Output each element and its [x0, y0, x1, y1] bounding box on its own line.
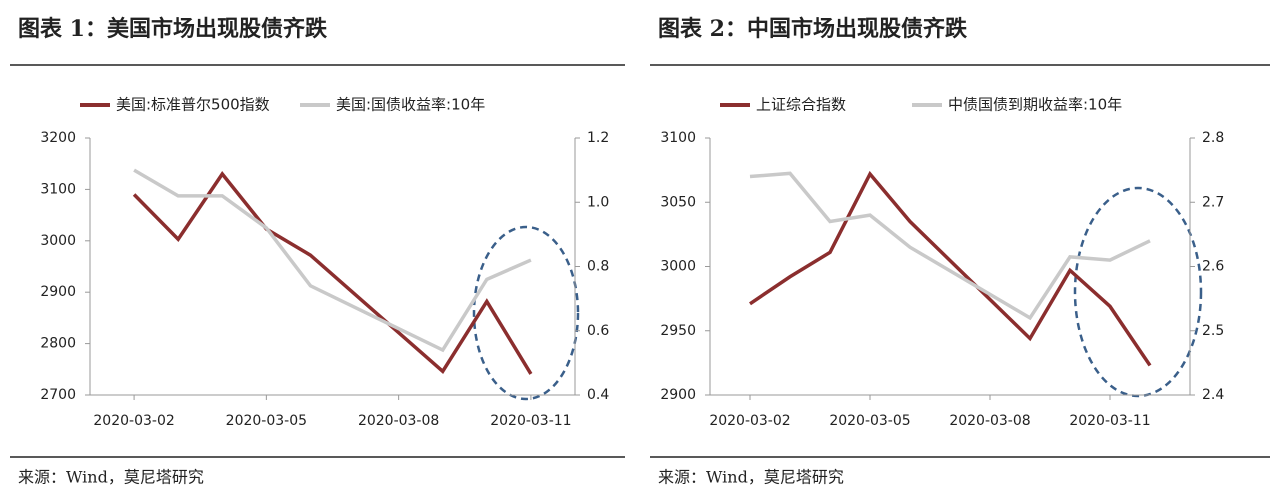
- series-line: [132, 171, 533, 375]
- y-tick-label: 2900: [660, 387, 696, 403]
- legend-label: 上证综合指数: [756, 96, 846, 114]
- x-tick-label: 2020-03-05: [226, 413, 307, 429]
- x-tick-label: 2020-03-05: [829, 413, 910, 429]
- y-tick-label: 3050: [660, 194, 696, 210]
- series-line: [749, 170, 1152, 367]
- legend-label: 中债国债到期收益率:10年: [948, 96, 1122, 114]
- y-tick-label: 2800: [40, 336, 76, 352]
- y-tick-label: 3000: [40, 233, 76, 249]
- chart-title: 图表 1：美国市场出现股债齐跌: [18, 16, 328, 42]
- x-tick-label: 2020-03-08: [358, 413, 439, 429]
- y2-tick-label: 0.6: [587, 323, 609, 339]
- x-tick-label: 2020-03-02: [709, 413, 790, 429]
- y2-tick-label: 1.0: [587, 194, 609, 210]
- y2-tick-label: 0.4: [587, 387, 609, 403]
- y2-tick-label: 2.6: [1202, 259, 1224, 275]
- y-tick-label: 3100: [40, 181, 76, 197]
- x-tick-label: 2020-03-11: [490, 413, 571, 429]
- y-tick-label: 3100: [660, 130, 696, 146]
- source: 来源：Wind，莫尼塔研究: [658, 468, 844, 487]
- y2-tick-label: 2.5: [1202, 323, 1224, 339]
- y-tick-label: 2900: [40, 284, 76, 300]
- y-tick-label: 2950: [660, 323, 696, 339]
- legend-label: 美国:标准普尔500指数: [116, 96, 270, 114]
- series-line: [133, 168, 532, 353]
- y2-tick-label: 2.4: [1202, 387, 1224, 403]
- chart-title: 图表 2：中国市场出现股债齐跌: [658, 16, 968, 42]
- legend-label: 美国:国债收益率:10年: [336, 96, 485, 114]
- y-tick-label: 3200: [40, 130, 76, 146]
- y2-tick-label: 2.7: [1202, 194, 1224, 210]
- series-line: [749, 171, 1151, 321]
- y2-tick-label: 1.2: [587, 130, 609, 146]
- y2-tick-label: 0.8: [587, 259, 609, 275]
- y-tick-label: 3000: [660, 259, 696, 275]
- y2-tick-label: 2.8: [1202, 130, 1224, 146]
- highlight: [1073, 186, 1203, 398]
- y-tick-label: 2700: [40, 387, 76, 403]
- x-tick-label: 2020-03-11: [1069, 413, 1150, 429]
- x-tick-label: 2020-03-08: [949, 413, 1030, 429]
- x-tick-label: 2020-03-02: [93, 413, 174, 429]
- highlight: [472, 225, 580, 401]
- source: 来源：Wind，莫尼塔研究: [18, 468, 204, 487]
